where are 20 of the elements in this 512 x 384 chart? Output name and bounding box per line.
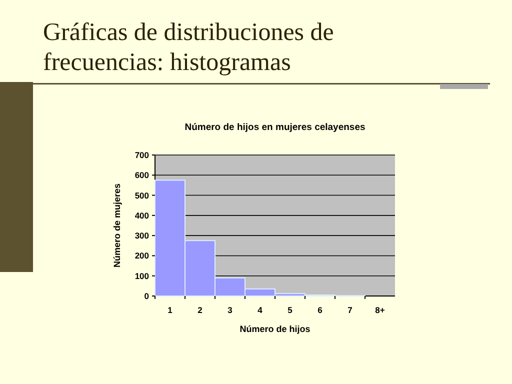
x-axis-title: Número de hijos <box>240 324 310 334</box>
y-tick-label: 200 <box>134 250 150 261</box>
x-tick-label: 8+ <box>375 305 385 315</box>
y-tick-label: 500 <box>134 190 150 200</box>
y-tick-label: 700 <box>134 150 150 160</box>
y-tick-label: 600 <box>134 170 150 180</box>
x-tick-label: 4 <box>258 305 263 315</box>
x-tick-label: 1 <box>168 305 173 315</box>
x-tick-label: 2 <box>198 305 203 315</box>
y-tick-label: 0 <box>144 290 150 301</box>
y-axis-title: Número de mujeres <box>112 183 122 268</box>
x-tick-label: 6 <box>318 305 323 315</box>
y-tick-label: 100 <box>134 270 150 281</box>
y-tick-label: 300 <box>134 230 150 241</box>
x-tick-label: 5 <box>288 305 293 315</box>
x-tick-label: 3 <box>228 305 233 315</box>
chart-title: Gráficas de distribuciones de frecuencias: histogramas <box>43 19 334 76</box>
x-tick-label: 7 <box>348 305 353 315</box>
y-tick-label: 400 <box>134 210 150 220</box>
chart-subtitle: Número de hijos en mujeres celayenses <box>184 122 366 133</box>
